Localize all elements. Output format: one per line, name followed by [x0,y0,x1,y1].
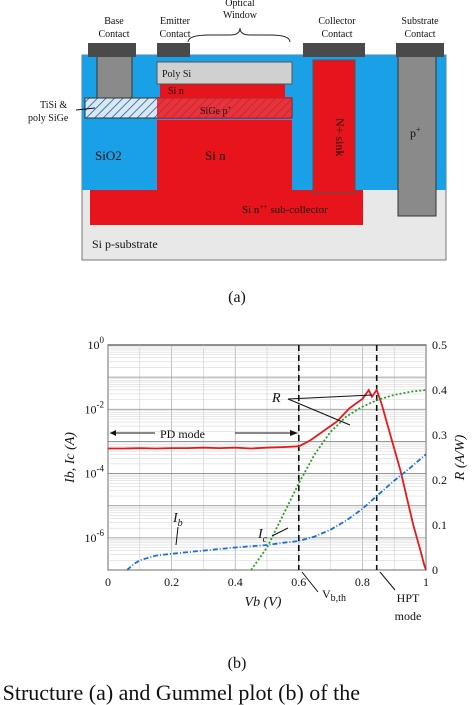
collector-contact-label-2: Contact [321,29,352,40]
annotations: PD mode Vb,th HPT mode R Ib Ic [110,391,421,623]
substrate-contact-label-1: Substrate [401,16,439,27]
R-pointer-1 [287,398,351,426]
si-n-region-label: Si n [205,148,226,163]
subcollector-region [90,190,363,225]
series-Ib [126,453,427,571]
n-sink-label: N+ sink [333,118,347,156]
y-right-tick-label: 0.5 [432,338,447,352]
substrate-contact-pad [396,43,444,57]
si-n-label: Si n [168,86,184,97]
n-sink-region [312,59,356,194]
p-plus-region [397,55,437,217]
subcollector-label: Si n++ sub-collector [242,203,328,216]
si-n-region [157,120,292,195]
x-tick-label: 1 [423,575,429,589]
R-pointer-2 [287,394,373,400]
pd-mode-label: PD mode [160,427,205,441]
tisi-label-1: TiSi & [40,100,67,111]
sige-region [157,97,292,119]
pd-arrowhead-right [290,430,298,436]
optical-window-label-2: Window [223,10,258,21]
x-tick-label: 0.4 [228,575,243,589]
series-layer [108,345,427,571]
gummel-chart: 0 0.2 0.4 0.6 0.8 1 100 10-2 10-4 10-6 0 0.1 0.2 0.3 0… [63,335,468,623]
vbth-label: Vb,th [322,587,346,604]
x-tick-label: 0.6 [291,575,306,589]
emitter-contact-label-1: Emitter [160,16,191,27]
Ib-pointer [175,526,179,546]
tisi-pointer [75,107,96,111]
hpt-pointer [379,571,396,591]
series-Ic [250,389,427,571]
collector-contact-pad [303,43,365,57]
y-right-tick-label: 0.2 [432,473,447,487]
poly-si-region [156,61,293,85]
optical-window-brace [187,27,291,43]
y-left-tick-label: 10-6 [85,528,105,545]
y-right-tick-label: 0.1 [432,518,447,532]
y-left-axis-label: Ib, Ic (A) [63,432,78,484]
Ib-label: Ib [172,511,183,529]
optical-window-label-1: Optical [225,0,255,9]
R-label: R [271,391,281,406]
y-right-tick-label: 0.4 [432,383,447,397]
base-contact-pad [88,43,136,57]
hpt-mode-label: mode [395,609,422,623]
ticks: 0 0.2 0.4 0.6 0.8 1 100 10-2 10-4 10-6 0 0.1 0.2 0.3 0… [63,335,468,610]
p-plus-label: p+ [410,125,421,140]
y-right-tick-label: 0.3 [432,428,447,442]
substrate-label: Si p-substrate [92,237,158,251]
sige-label: SiGe p+ [200,104,232,117]
caption-a: (a) [228,289,246,306]
device-diagram: Optical Window Base Contact Emitter Cont… [28,0,447,261]
y-right-axis-label: R (A/W) [453,434,468,481]
vbth-pointer [301,571,319,593]
Ic-pointer [271,527,289,537]
series-R [108,388,427,571]
tisi-label-2: poly SiGe [28,113,69,124]
caption-b: (b) [228,655,247,672]
emitter-contact-label-2: Contact [159,29,190,40]
collector-contact-label-1: Collector [318,16,356,27]
si-n-cap [160,84,285,97]
sio2-label: SiO2 [95,148,122,163]
base-contact-label-2: Contact [98,29,129,40]
substrate-contact-label-2: Contact [404,29,435,40]
base-contact-label-1: Base [104,16,124,27]
bottom-caption: 1: Structure (a) and Gummel plot (b) of … [0,680,360,705]
pd-arrowhead-left [110,430,116,436]
y-left-tick-label: 100 [88,335,105,352]
Ic-label: Ic [257,527,268,545]
y-left-tick-label: 10-2 [85,399,105,416]
y-left-tick-label: 10-4 [85,464,105,481]
emitter-contact-pad [157,43,190,57]
x-tick-label: 0.2 [164,575,179,589]
y-right-tick-label: 0 [432,563,438,577]
hpt-label: HPT [397,591,420,605]
poly-si-label: Poly Si [162,69,191,80]
x-tick-label: 0 [105,575,111,589]
x-tick-label: 0.8 [355,575,370,589]
base-column [96,55,133,102]
grid [107,345,427,571]
x-axis-label: Vb (V) [245,595,282,610]
